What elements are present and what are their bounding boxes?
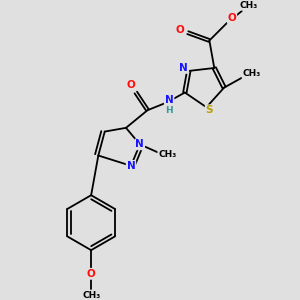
Text: H: H	[165, 106, 173, 115]
Text: O: O	[228, 13, 236, 23]
Text: CH₃: CH₃	[158, 150, 176, 159]
Text: N: N	[136, 140, 144, 149]
Text: S: S	[206, 105, 213, 115]
Text: O: O	[87, 269, 95, 279]
Text: O: O	[127, 80, 135, 90]
Text: CH₃: CH₃	[82, 291, 100, 300]
Text: N: N	[127, 161, 135, 171]
Text: N: N	[179, 63, 188, 73]
Text: CH₃: CH₃	[239, 1, 258, 10]
Text: CH₃: CH₃	[242, 69, 261, 78]
Text: N: N	[165, 95, 173, 105]
Text: O: O	[176, 25, 184, 35]
